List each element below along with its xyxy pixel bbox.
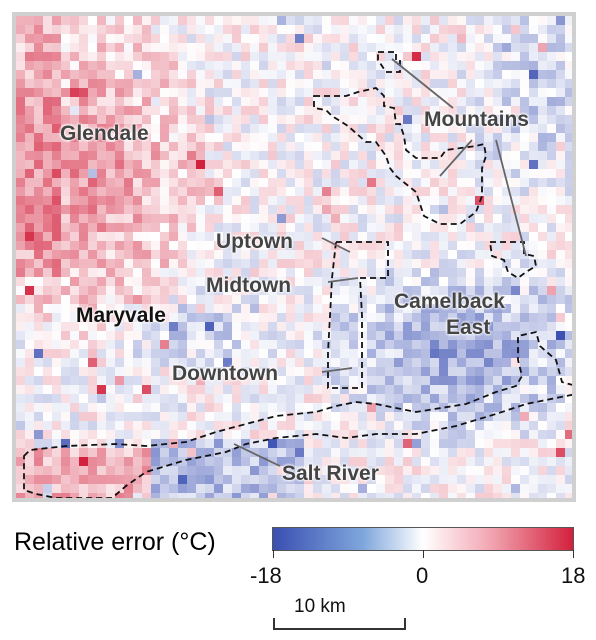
colorbar-tick-mid (423, 550, 424, 558)
mountains-leader-3 (495, 139, 527, 257)
colorbar-min-label: -18 (250, 563, 282, 588)
colorbar (272, 527, 574, 551)
map-canvas (16, 16, 572, 498)
label-leader-lines (233, 58, 527, 467)
mountains-leader-2 (439, 139, 473, 177)
city-core-outline (327, 241, 389, 389)
mountains-leader-1 (391, 58, 454, 109)
uptown-leader (321, 237, 351, 253)
heat-map: Glendale Maryvale Mountains Uptown Midto… (12, 12, 576, 502)
colorbar-tick-max (573, 550, 574, 558)
salt-river-leader (233, 443, 281, 467)
label-glendale: Glendale (60, 122, 149, 145)
label-maryvale: Maryvale (76, 304, 166, 327)
mountains-outline-2 (313, 87, 487, 225)
scale-bar (273, 618, 406, 630)
label-uptown: Uptown (216, 230, 293, 253)
label-salt-river: Salt River (282, 462, 379, 485)
label-camelback-east-line2: East (446, 316, 491, 339)
label-downtown: Downtown (172, 362, 279, 385)
label-mountains: Mountains (424, 108, 529, 131)
legend-title: Relative error (°C) (14, 528, 216, 556)
scale-bar-label: 10 km (294, 596, 346, 617)
midtown-leader (327, 277, 359, 283)
colorbar-tick-min (273, 550, 274, 558)
colorbar-mid-label: 0 (416, 563, 429, 588)
label-camelback-east-line1: Camelback (394, 290, 505, 313)
colorbar-max-label: 18 (561, 563, 586, 588)
downtown-leader (321, 367, 353, 373)
error-raster (16, 16, 572, 498)
label-midtown: Midtown (206, 274, 292, 297)
salt-river-outline (23, 330, 572, 498)
